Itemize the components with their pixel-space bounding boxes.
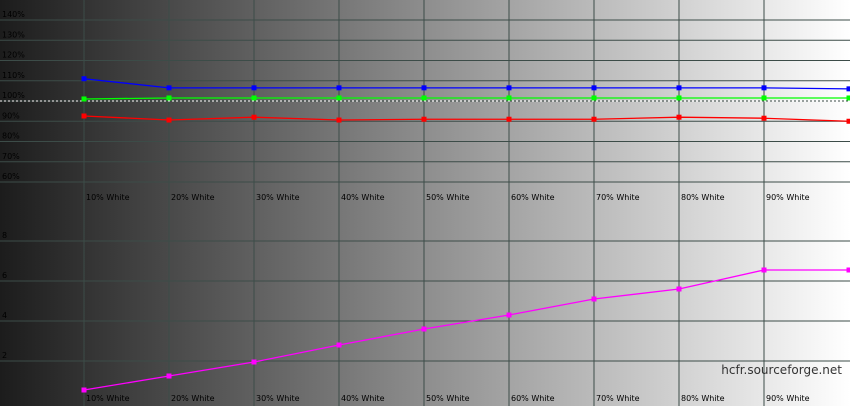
- point: [251, 95, 257, 101]
- y-tick-label: 110%: [2, 71, 25, 80]
- y-tick-label: 4: [2, 311, 7, 320]
- series-line: [83, 269, 849, 391]
- x-tick-label: 40% White: [341, 193, 385, 202]
- point: [676, 286, 682, 292]
- point: [421, 95, 427, 101]
- point: [676, 95, 682, 101]
- x-tick-label: 60% White: [511, 394, 555, 403]
- point: [846, 118, 850, 124]
- point: [251, 114, 257, 120]
- point: [166, 85, 172, 91]
- point: [166, 117, 172, 123]
- y-tick-label: 60%: [2, 172, 20, 181]
- point: [761, 267, 767, 273]
- x-tick-label: 30% White: [256, 193, 300, 202]
- point: [421, 85, 427, 91]
- point: [676, 85, 682, 91]
- point: [81, 387, 87, 393]
- point: [336, 117, 342, 123]
- y-tick-label: 90%: [2, 111, 20, 120]
- point: [421, 326, 427, 332]
- point: [761, 115, 767, 121]
- point: [506, 95, 512, 101]
- y-tick-label: 120%: [2, 51, 25, 60]
- point: [591, 296, 597, 302]
- point: [336, 85, 342, 91]
- point: [506, 312, 512, 318]
- x-tick-label: 70% White: [596, 394, 640, 403]
- x-tick-label: 60% White: [511, 193, 555, 202]
- point: [591, 116, 597, 122]
- point: [336, 95, 342, 101]
- y-tick-label: 80%: [2, 132, 20, 141]
- y-tick-label: 70%: [2, 152, 20, 161]
- series-line: [83, 78, 850, 90]
- point: [251, 85, 257, 91]
- x-tick-label: 20% White: [171, 394, 215, 403]
- point: [676, 114, 682, 120]
- x-tick-label: 50% White: [426, 394, 470, 403]
- x-tick-label: 10% White: [86, 394, 130, 403]
- point: [166, 373, 172, 379]
- y-tick-label: 8: [2, 231, 7, 240]
- point: [166, 95, 172, 101]
- point: [846, 267, 850, 273]
- point: [81, 76, 87, 82]
- x-tick-label: 90% White: [766, 193, 810, 202]
- x-tick-label: 50% White: [426, 193, 470, 202]
- y-tick-label: 6: [2, 271, 7, 280]
- y-tick-label: 130%: [2, 30, 25, 39]
- x-tick-label: 30% White: [256, 394, 300, 403]
- y-tick-label: 2: [2, 351, 7, 360]
- x-tick-label: 90% White: [766, 394, 810, 403]
- x-tick-label: 10% White: [86, 193, 130, 202]
- point: [761, 95, 767, 101]
- point: [506, 85, 512, 91]
- y-tick-label: 140%: [2, 10, 25, 19]
- series-line: [83, 97, 849, 100]
- point: [81, 113, 87, 119]
- watermark: hcfr.sourceforge.net: [721, 363, 842, 377]
- x-tick-label: 70% White: [596, 193, 640, 202]
- y-tick-label: 100%: [2, 91, 25, 100]
- point: [251, 359, 257, 365]
- x-tick-label: 20% White: [171, 193, 215, 202]
- point: [846, 95, 850, 101]
- point: [591, 85, 597, 91]
- x-tick-label: 80% White: [681, 394, 725, 403]
- point: [506, 116, 512, 122]
- point: [81, 96, 87, 102]
- point: [591, 95, 597, 101]
- series-line: [83, 115, 850, 122]
- point: [846, 86, 850, 92]
- point: [761, 85, 767, 91]
- x-tick-label: 40% White: [341, 394, 385, 403]
- point: [421, 116, 427, 122]
- point: [336, 342, 342, 348]
- x-tick-label: 80% White: [681, 193, 725, 202]
